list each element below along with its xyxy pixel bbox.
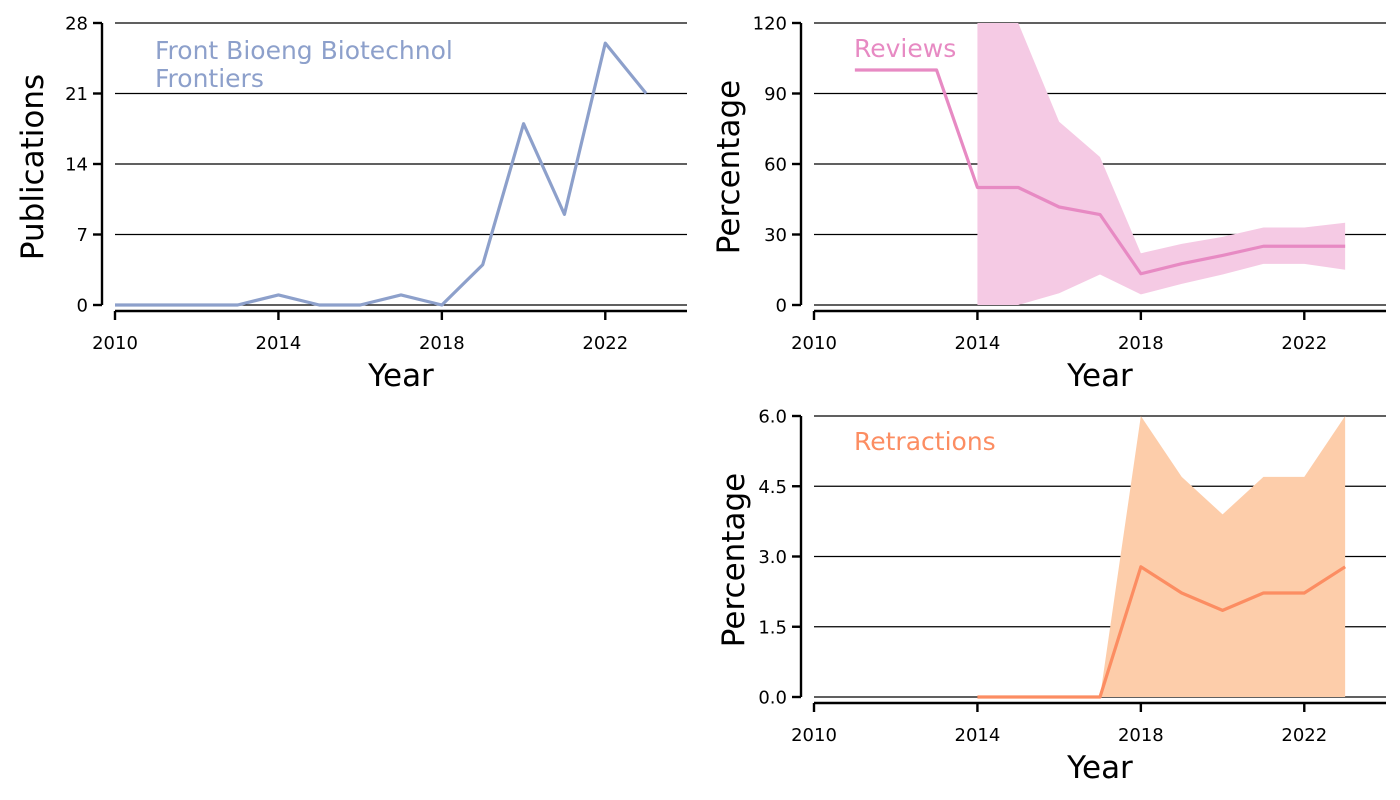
retractions-y-axis-label: Percentage bbox=[716, 473, 752, 647]
publications-annotation: Frontiers bbox=[155, 64, 264, 93]
publications-y-axis-label: Publications bbox=[15, 74, 51, 260]
reviews-y-tick-label: 120 bbox=[753, 14, 787, 35]
reviews-y-tick-label: 90 bbox=[764, 84, 787, 105]
reviews-x-tick-label: 2010 bbox=[791, 333, 837, 354]
retractions-series-line bbox=[977, 565, 1347, 699]
retractions-y-tick-label: 3.0 bbox=[758, 547, 787, 568]
retractions-x-axis-label: Year bbox=[1066, 750, 1133, 786]
publications-x-tick-label: 2018 bbox=[419, 333, 465, 354]
publications-x-axis-label: Year bbox=[367, 358, 434, 394]
retractions-x-tick-label: 2022 bbox=[1281, 725, 1327, 746]
retractions-y-tick-label: 0.0 bbox=[758, 688, 787, 709]
reviews-x-axis-label: Year bbox=[1066, 358, 1133, 394]
publications-annotation: Front Bioeng Biotechnol bbox=[155, 36, 453, 65]
retractions-x-tick-label: 2010 bbox=[791, 725, 837, 746]
publications-panel: 0 7 14 21 28 2010 2014 2018 2022 Year Publications… bbox=[15, 14, 687, 394]
reviews-y-tick-label: 60 bbox=[764, 155, 787, 176]
reviews-y-axis-label: Percentage bbox=[711, 80, 747, 254]
reviews-confidence-band bbox=[977, 23, 1346, 305]
retractions-annotation: Retractions bbox=[854, 427, 996, 456]
publications-y-tick-label: 7 bbox=[77, 225, 88, 246]
publications-y-tick-label: 0 bbox=[77, 296, 88, 317]
publications-x-tick-label: 2022 bbox=[582, 333, 628, 354]
publications-y-tick-label: 28 bbox=[65, 14, 88, 35]
reviews-y-tick-label: 0 bbox=[776, 296, 787, 317]
publications-x-tick-label: 2014 bbox=[256, 333, 302, 354]
reviews-y-tick-label: 30 bbox=[764, 225, 787, 246]
reviews-annotation: Reviews bbox=[854, 34, 956, 63]
reviews-panel: 0 30 60 90 120 2010 2014 2018 2022 Year Percentage… bbox=[711, 14, 1386, 394]
retractions-x-tick-label: 2018 bbox=[1118, 725, 1164, 746]
publications-x-tick-label: 2010 bbox=[92, 333, 138, 354]
retractions-confidence-band bbox=[977, 416, 1346, 697]
retractions-x-tick-label: 2014 bbox=[955, 725, 1001, 746]
retractions-panel: 0.0 1.5 3.0 4.5 6.0 2010 2014 2018 2022 Year Perce… bbox=[716, 407, 1386, 786]
retractions-y-tick-label: 1.5 bbox=[758, 617, 787, 638]
reviews-x-tick-label: 2022 bbox=[1281, 333, 1327, 354]
retractions-y-tick-label: 6.0 bbox=[758, 407, 787, 428]
retractions-y-tick-label: 4.5 bbox=[758, 477, 787, 498]
publications-series-line bbox=[115, 41, 648, 307]
reviews-x-tick-label: 2018 bbox=[1118, 333, 1164, 354]
reviews-x-tick-label: 2014 bbox=[955, 333, 1001, 354]
publications-y-tick-label: 21 bbox=[65, 84, 88, 105]
publications-y-tick-label: 14 bbox=[65, 155, 88, 176]
